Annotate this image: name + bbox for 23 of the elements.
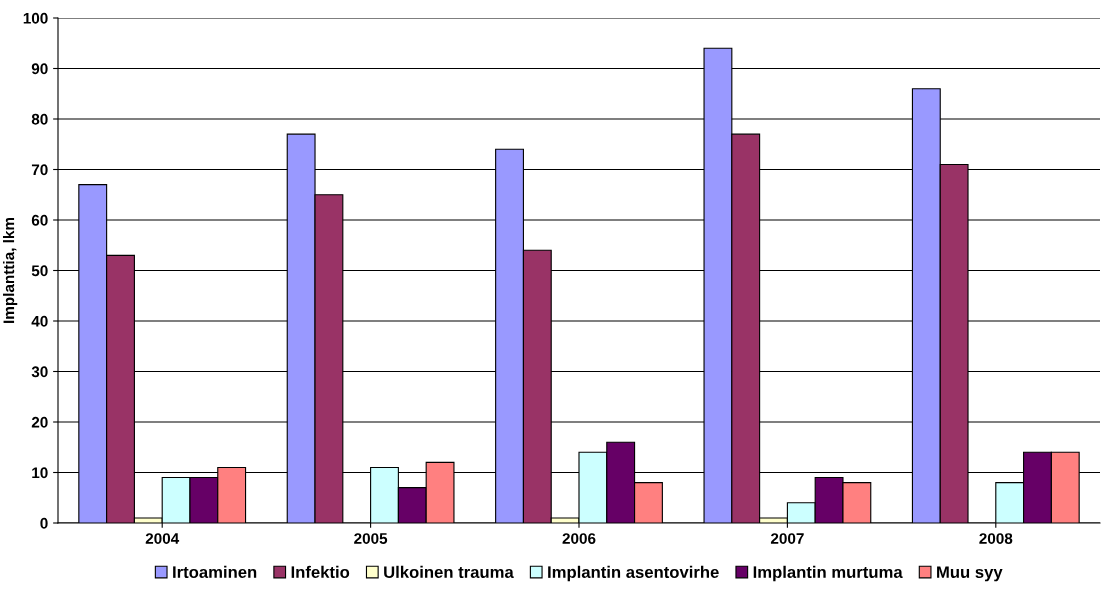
y-tick-label: 20: [31, 416, 48, 428]
legend-label: Infektio: [291, 565, 350, 579]
x-tick-label: 2006: [562, 533, 596, 544]
y-tick-label: 50: [31, 265, 48, 277]
y-tick-label: 60: [31, 214, 48, 226]
legend-label: Ulkoinen trauma: [384, 565, 514, 579]
y-tick-label: 70: [31, 164, 48, 176]
y-tick-label: 80: [31, 113, 48, 125]
legend-label: Implantin asentovirhe: [548, 565, 719, 582]
y-tick-label: 10: [32, 467, 48, 479]
y-axis-title: Implanttia, lkm: [2, 217, 18, 323]
y-tick-label: 0: [40, 517, 48, 529]
x-tick-label: 2008: [979, 533, 1013, 544]
x-tick-label: 2007: [770, 533, 804, 544]
y-tick-label: 90: [31, 63, 48, 75]
y-tick-label: 100: [23, 12, 48, 24]
x-tick-label: 2005: [354, 533, 388, 544]
legend-label: Implantin murtuma: [753, 565, 903, 582]
y-tick-label: 40: [31, 315, 48, 327]
x-tick-label: 2004: [145, 533, 180, 544]
legend-label: Muu syy: [937, 566, 1003, 582]
legend-label: Irtoaminen: [173, 565, 257, 579]
y-tick-label: 30: [31, 366, 48, 378]
